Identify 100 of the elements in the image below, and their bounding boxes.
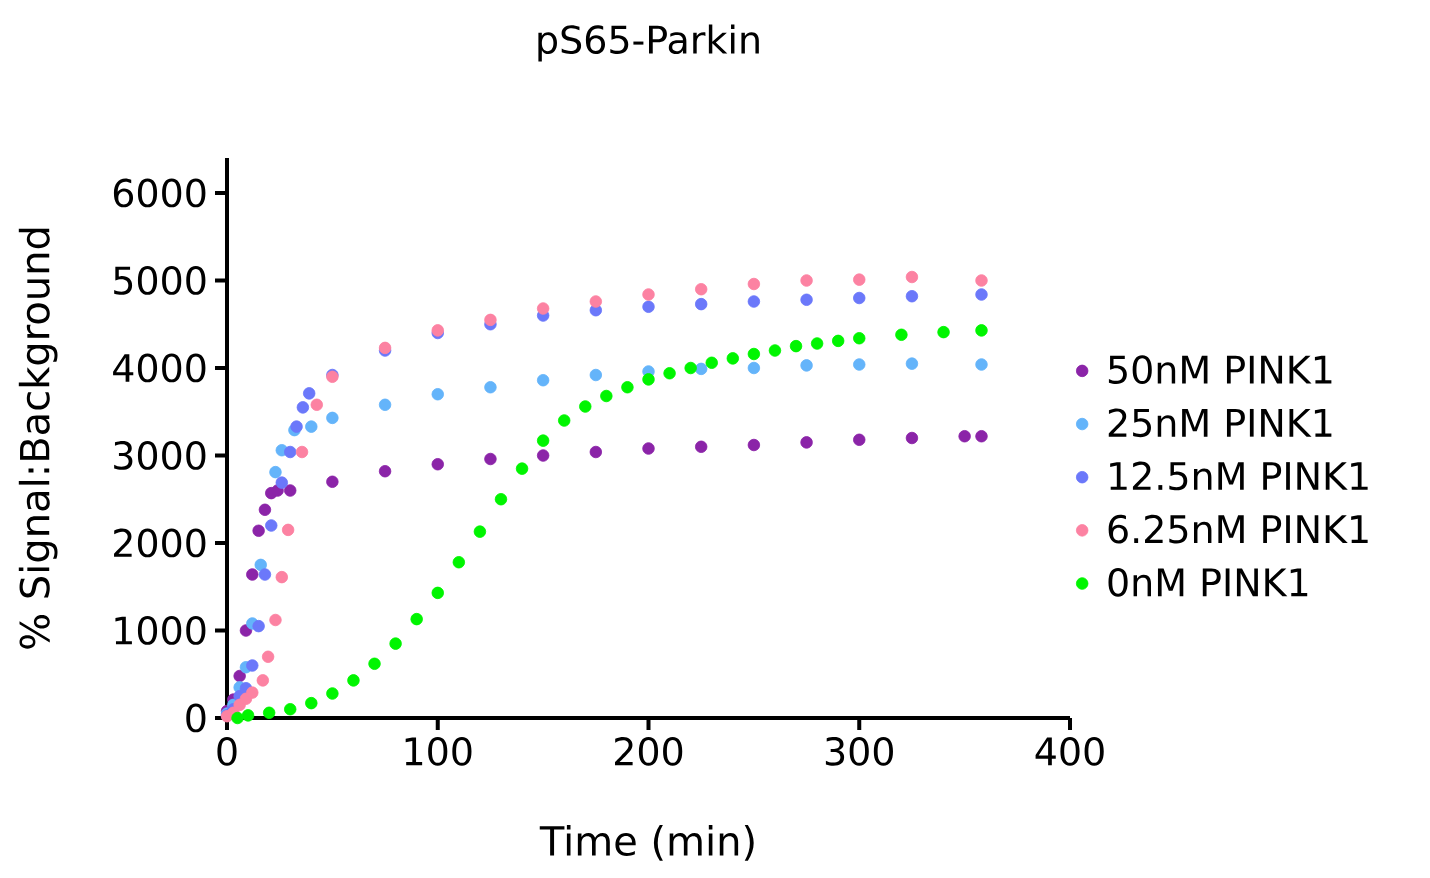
point bbox=[905, 290, 919, 303]
point bbox=[747, 277, 761, 291]
x-axis-title: Time (min) bbox=[539, 825, 754, 861]
point bbox=[305, 696, 318, 710]
point bbox=[452, 556, 466, 569]
point bbox=[800, 359, 813, 372]
point bbox=[937, 325, 950, 339]
y-tick-label: 1000 bbox=[115, 616, 206, 645]
point bbox=[326, 687, 339, 700]
chart-title: pS65-Parkin bbox=[538, 24, 759, 62]
point bbox=[642, 288, 655, 301]
point bbox=[281, 523, 295, 537]
point bbox=[389, 637, 402, 650]
point bbox=[305, 420, 318, 433]
x-tick-label: 0 bbox=[217, 737, 237, 766]
y-tick-label: 4000 bbox=[113, 353, 206, 383]
point bbox=[258, 503, 272, 516]
point bbox=[431, 388, 444, 401]
point bbox=[800, 293, 813, 306]
point bbox=[589, 445, 603, 459]
point bbox=[975, 324, 988, 337]
point bbox=[853, 332, 866, 345]
point bbox=[241, 709, 255, 722]
point bbox=[747, 361, 761, 375]
point bbox=[254, 558, 267, 572]
point bbox=[589, 295, 603, 308]
point bbox=[768, 344, 782, 357]
y-tick-label: 0 bbox=[186, 703, 206, 733]
point bbox=[258, 568, 272, 581]
point bbox=[246, 659, 259, 672]
point bbox=[705, 356, 718, 369]
point bbox=[589, 368, 603, 382]
point bbox=[958, 430, 971, 443]
point bbox=[579, 400, 592, 413]
y-tick-label: 3000 bbox=[114, 441, 206, 470]
point bbox=[853, 433, 866, 446]
point bbox=[536, 374, 550, 387]
point bbox=[484, 452, 497, 466]
y-axis-title: % Signal:Background bbox=[18, 228, 58, 649]
point bbox=[853, 291, 866, 305]
point bbox=[231, 711, 244, 725]
point bbox=[810, 337, 824, 350]
point bbox=[252, 524, 265, 537]
point bbox=[410, 612, 423, 626]
point bbox=[494, 493, 508, 506]
point bbox=[431, 458, 444, 471]
point bbox=[233, 669, 246, 683]
point bbox=[296, 401, 310, 414]
point bbox=[600, 389, 613, 403]
point bbox=[347, 674, 360, 687]
point bbox=[284, 484, 297, 497]
point bbox=[621, 381, 634, 394]
point bbox=[726, 352, 739, 365]
point bbox=[252, 619, 265, 633]
y-tick-label: 6000 bbox=[113, 178, 206, 208]
point bbox=[326, 475, 339, 488]
point bbox=[431, 586, 444, 600]
point bbox=[246, 568, 259, 581]
point bbox=[663, 367, 676, 380]
y-tick-label: 5000 bbox=[114, 266, 206, 295]
point bbox=[853, 273, 866, 286]
point bbox=[256, 674, 270, 687]
point bbox=[484, 313, 497, 327]
point bbox=[295, 445, 309, 459]
point bbox=[302, 387, 316, 400]
x-tick-label: 400 bbox=[1035, 737, 1104, 766]
legend-label: 25nM PINK1 bbox=[1108, 408, 1332, 438]
point bbox=[261, 650, 275, 663]
point bbox=[262, 706, 276, 719]
point bbox=[975, 430, 988, 443]
point bbox=[642, 442, 655, 455]
point bbox=[310, 398, 323, 411]
legend-label: 12.5nM PINK1 bbox=[1110, 461, 1368, 491]
x-tick-label: 200 bbox=[615, 737, 683, 766]
point bbox=[326, 411, 339, 425]
point bbox=[284, 703, 297, 716]
point bbox=[905, 357, 919, 370]
point bbox=[747, 438, 761, 452]
point bbox=[975, 288, 988, 301]
point bbox=[789, 339, 803, 353]
point bbox=[473, 525, 487, 538]
point bbox=[747, 295, 761, 308]
legend-label: 50nM PINK1 bbox=[1108, 355, 1332, 385]
point bbox=[905, 270, 919, 284]
point bbox=[975, 358, 988, 371]
y-tick-label: 2000 bbox=[114, 528, 206, 558]
point bbox=[800, 436, 813, 449]
point bbox=[265, 519, 278, 532]
point bbox=[269, 465, 282, 479]
point bbox=[275, 476, 288, 489]
point bbox=[368, 657, 381, 670]
point bbox=[895, 328, 908, 341]
point bbox=[378, 398, 392, 411]
legend-label: 0nM PINK1 bbox=[1108, 567, 1308, 597]
point bbox=[747, 347, 761, 361]
point bbox=[905, 431, 919, 445]
point bbox=[290, 420, 303, 433]
point bbox=[536, 302, 550, 315]
point bbox=[536, 434, 550, 447]
point bbox=[484, 381, 497, 394]
